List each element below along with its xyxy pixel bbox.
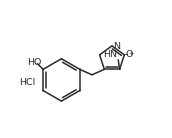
Text: HCl: HCl: [19, 78, 35, 87]
Text: −: −: [121, 50, 127, 59]
Text: N: N: [113, 42, 120, 51]
Text: O: O: [125, 50, 133, 59]
Text: +: +: [128, 51, 133, 56]
Text: HN: HN: [104, 50, 117, 59]
Text: HO: HO: [27, 58, 41, 67]
